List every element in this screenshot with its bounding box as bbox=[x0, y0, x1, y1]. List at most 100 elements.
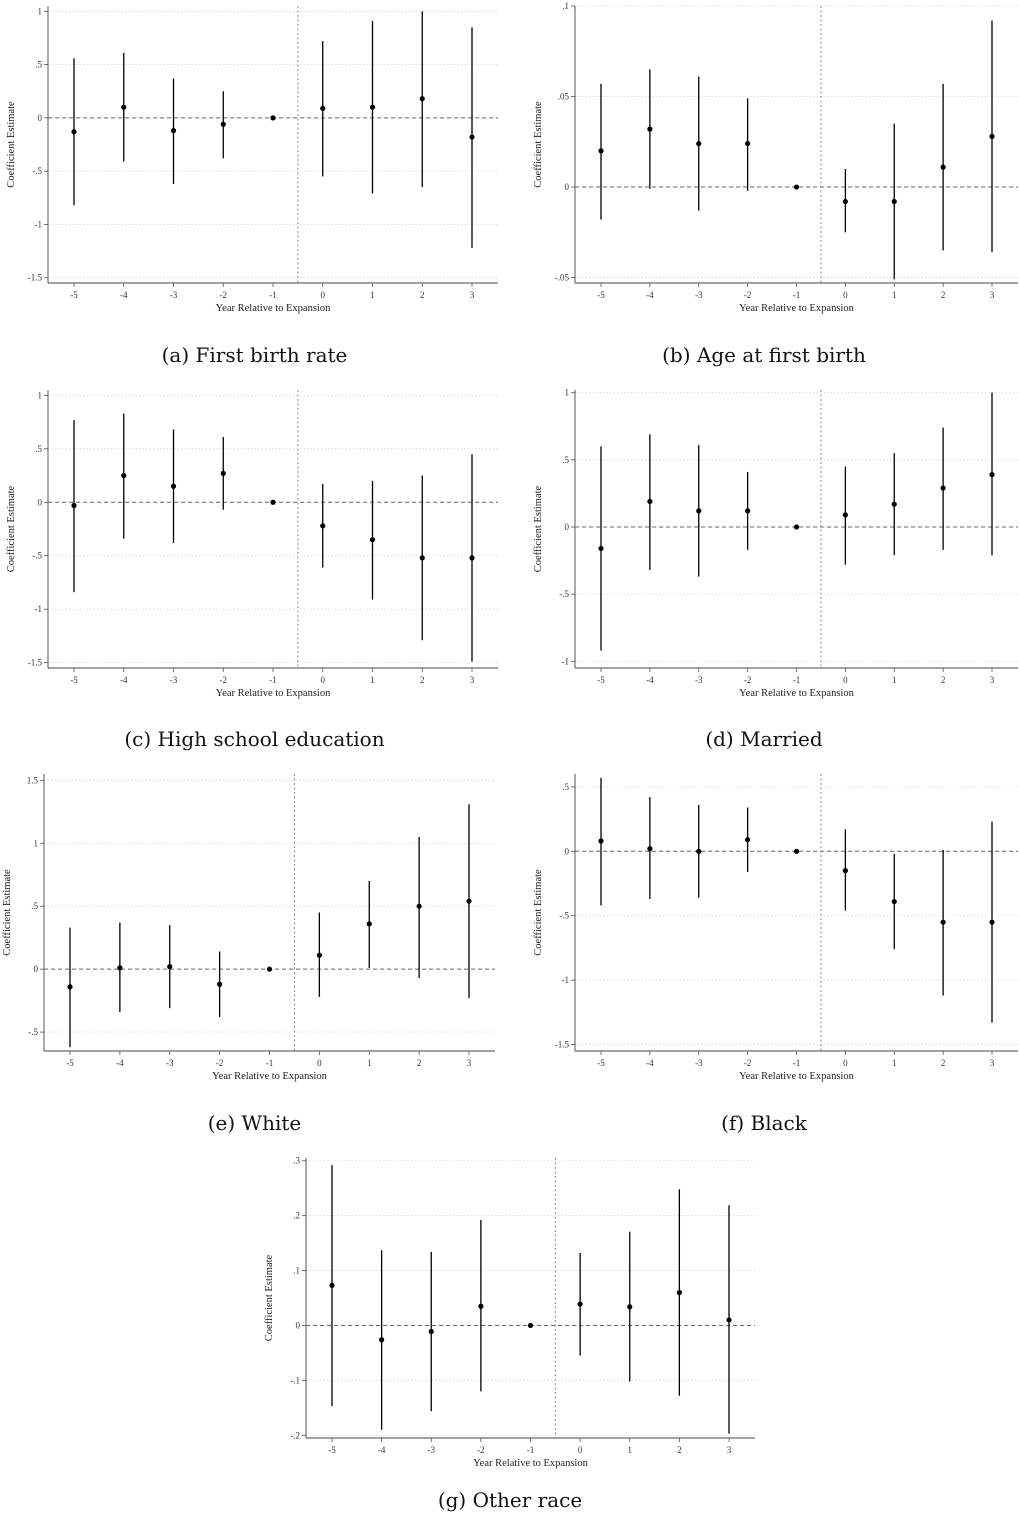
x-axis-title: Year Relative to Expansion bbox=[216, 688, 331, 699]
point-estimate bbox=[121, 472, 127, 479]
x-tick-label: -1 bbox=[269, 290, 277, 300]
x-tick-label: 0 bbox=[321, 675, 326, 685]
point-estimate bbox=[598, 545, 604, 552]
point-estimate bbox=[891, 898, 897, 905]
y-tick-label: 0 bbox=[296, 1320, 301, 1330]
point-estimate bbox=[369, 104, 376, 110]
x-tick-label: 2 bbox=[941, 1058, 946, 1068]
point-estimate bbox=[647, 498, 653, 505]
x-tick-label: -1 bbox=[793, 675, 801, 685]
x-tick-label: 0 bbox=[843, 1058, 848, 1068]
x-tick-label: -3 bbox=[695, 1058, 703, 1068]
point-estimate bbox=[117, 965, 123, 971]
x-tick-label: -3 bbox=[695, 675, 703, 685]
x-tick-label: 3 bbox=[990, 290, 995, 300]
x-tick-label: 0 bbox=[578, 1445, 583, 1455]
point-estimate bbox=[745, 508, 751, 514]
point-estimate bbox=[527, 1322, 534, 1329]
y-tick-label: 0 bbox=[38, 497, 43, 507]
point-estimate bbox=[598, 838, 604, 844]
x-tick-label: 0 bbox=[321, 290, 326, 300]
point-estimate bbox=[428, 1328, 434, 1335]
point-estimate bbox=[121, 104, 127, 110]
point-estimate bbox=[647, 846, 653, 852]
x-tick-label: -2 bbox=[220, 675, 228, 685]
y-tick-label: -1.5 bbox=[28, 273, 43, 283]
x-axis-title: Year Relative to Expansion bbox=[739, 303, 854, 314]
x-tick-label: 0 bbox=[843, 675, 848, 685]
x-tick-label: -5 bbox=[66, 1058, 74, 1068]
chart-married: 1 .5 0 -.5 -1 -5 -4 -3 -2 -1 0 1 2 3 Year Relative to … bbox=[533, 388, 1018, 699]
x-tick-label: -4 bbox=[120, 675, 128, 685]
y-tick-label: -.5 bbox=[559, 589, 569, 599]
y-axis-title: Coefficient Estimate bbox=[533, 101, 544, 188]
y-tick-label: 0 bbox=[38, 113, 43, 123]
y-tick-label: -.5 bbox=[28, 1027, 38, 1037]
y-tick-label: -1.5 bbox=[555, 1040, 570, 1050]
point-estimate bbox=[466, 898, 472, 904]
point-estimate bbox=[379, 1337, 385, 1343]
point-estimate bbox=[71, 502, 77, 509]
y-tick-label: -.5 bbox=[32, 166, 42, 176]
point-estimate bbox=[598, 148, 604, 154]
y-axis-title: Coefficient Estimate bbox=[533, 869, 544, 956]
chart-panel-white: 1.5 1.5 0 -.5 -5 -4 -3 -2 -1 0 1 2 3 Year Relative to… bbox=[0, 768, 509, 1148]
x-tick-label: -1 bbox=[266, 1058, 274, 1068]
y-tick-label: .5 bbox=[562, 782, 569, 792]
point-estimate bbox=[627, 1304, 633, 1310]
x-axis-title: Year Relative to Expansion bbox=[212, 1071, 327, 1082]
x-axis-title: Year Relative to Expansion bbox=[216, 303, 331, 314]
chart-panel-married: 1 .5 0 -.5 -1 -5 -4 -3 -2 -1 0 1 2 3 Year Relative to … bbox=[509, 384, 1019, 764]
point-estimate bbox=[696, 848, 702, 854]
x-tick-label: -5 bbox=[597, 290, 605, 300]
x-tick-label: -4 bbox=[646, 675, 654, 685]
chart-first-birth-rate: 1 .5 0 -.5 -1 -1.5 -5 -4 -3 -2 -1 0 1 2 3 Year Relative… bbox=[6, 6, 498, 314]
x-tick-label: 3 bbox=[470, 290, 475, 300]
chart-panel-black: .5 0 -.5 -1 -1.5 -5 -4 -3 -2 -1 0 1 2 3 Year Relative … bbox=[509, 768, 1019, 1148]
x-tick-label: 3 bbox=[990, 1058, 995, 1068]
y-tick-label: 1 bbox=[38, 6, 43, 16]
point-estimate bbox=[842, 868, 848, 874]
y-tick-label: -1 bbox=[562, 656, 570, 666]
y-axis-title: Coefficient Estimate bbox=[2, 869, 13, 956]
x-tick-label: -3 bbox=[428, 1445, 436, 1455]
y-tick-label: 0 bbox=[565, 182, 570, 192]
point-estimate bbox=[167, 964, 173, 970]
y-tick-label: .3 bbox=[293, 1156, 300, 1166]
point-estimate bbox=[217, 981, 223, 987]
x-axis-title: Year Relative to Expansion bbox=[739, 1071, 854, 1082]
y-tick-label: 1 bbox=[38, 390, 43, 400]
y-axis-title: Coefficient Estimate bbox=[6, 101, 17, 188]
point-estimate bbox=[316, 952, 322, 958]
y-tick-label: -.2 bbox=[290, 1430, 300, 1440]
x-tick-label: 1 bbox=[367, 1058, 372, 1068]
point-estimate bbox=[989, 919, 995, 925]
y-tick-label: .5 bbox=[35, 444, 42, 454]
y-tick-label: -1 bbox=[562, 975, 570, 985]
y-axis-title: Coefficient Estimate bbox=[6, 485, 17, 572]
chart-panel-other-race: .3 .2 .1 0 -.1 -.2 -5 -4 -3 -2 -1 0 1 2 3 Year Relative… bbox=[260, 1152, 760, 1523]
x-tick-label: -2 bbox=[744, 290, 752, 300]
point-estimate bbox=[71, 129, 77, 135]
point-estimate bbox=[320, 105, 326, 111]
point-estimate bbox=[419, 96, 425, 102]
x-tick-label: 1 bbox=[892, 675, 897, 685]
point-estimate bbox=[726, 1317, 732, 1323]
x-tick-label: -4 bbox=[120, 290, 128, 300]
x-tick-label: -5 bbox=[597, 675, 605, 685]
x-tick-label: 2 bbox=[420, 675, 425, 685]
chart-caption: (e) White bbox=[207, 1111, 302, 1135]
y-tick-label: .1 bbox=[293, 1266, 300, 1276]
y-tick-label: 0 bbox=[565, 522, 570, 532]
x-tick-label: -4 bbox=[116, 1058, 124, 1068]
point-estimate bbox=[170, 128, 177, 134]
x-tick-label: 1 bbox=[892, 290, 897, 300]
x-tick-label: -4 bbox=[378, 1445, 386, 1455]
point-estimate bbox=[478, 1303, 484, 1309]
x-tick-label: 1 bbox=[628, 1445, 633, 1455]
point-estimate bbox=[220, 470, 226, 476]
x-tick-label: 0 bbox=[843, 290, 848, 300]
x-tick-label: -2 bbox=[477, 1445, 485, 1455]
x-tick-label: -2 bbox=[216, 1058, 224, 1068]
